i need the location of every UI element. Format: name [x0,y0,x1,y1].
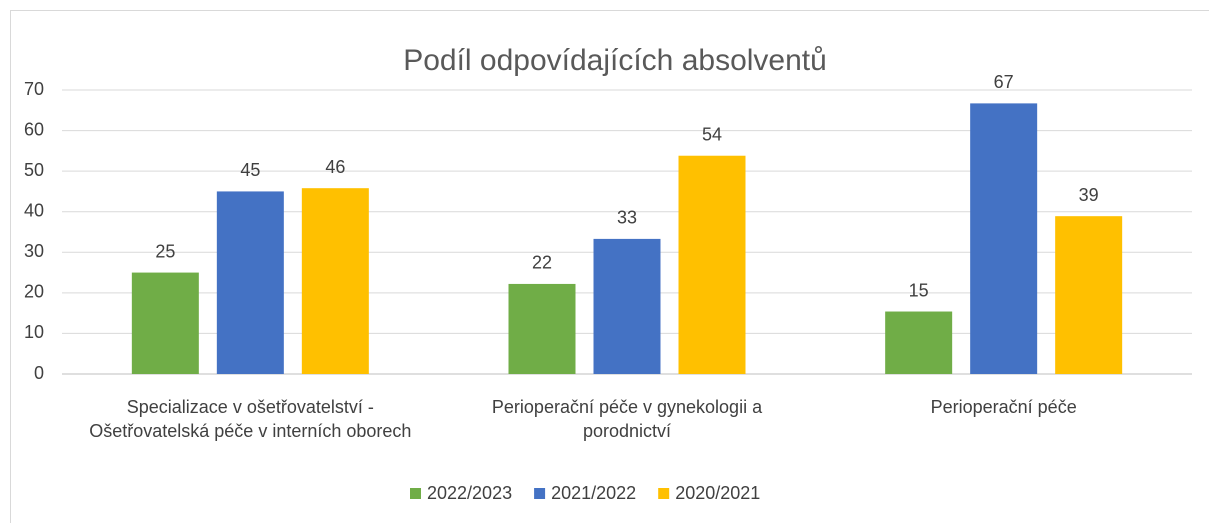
data-label: 33 [617,208,637,228]
y-tick-label: 0 [34,363,44,383]
bar [301,188,369,374]
legend-label: 2021/2022 [551,483,636,503]
data-label: 39 [1079,185,1099,205]
y-tick-label: 70 [24,79,44,99]
bar [1055,216,1123,374]
data-label: 54 [702,124,722,144]
x-tick-label: Perioperační péče [930,397,1077,417]
bar [131,272,199,374]
data-label: 25 [155,241,175,261]
chart-border [10,10,1209,523]
y-tick-label: 10 [24,322,44,342]
y-tick-label: 40 [24,200,44,220]
legend-swatch [534,488,546,499]
bar [970,103,1038,374]
bar [508,283,576,374]
bar [678,155,746,374]
bar [885,311,953,374]
bar [216,191,284,374]
x-tick-label: Perioperační péče v gynekologii a porodn… [491,397,763,441]
y-tick-label: 50 [24,160,44,180]
legend-swatch [658,488,670,499]
legend-label: 2022/2023 [427,483,512,503]
bar [593,238,661,374]
data-label: 67 [994,72,1014,92]
data-label: 45 [240,160,260,180]
y-tick-label: 20 [24,282,44,302]
x-tick-label: Specializace v ošetřovatelství - Ošetřov… [89,397,412,441]
data-label: 46 [325,157,345,177]
chart-title: Podíl odpovídajících absolventů [403,44,827,77]
y-tick-label: 30 [24,241,44,261]
data-label: 15 [909,280,929,300]
legend-swatch [410,488,421,499]
legend-label: 2020/2021 [675,483,760,503]
y-tick-label: 60 [24,119,44,139]
data-label: 22 [532,253,552,273]
